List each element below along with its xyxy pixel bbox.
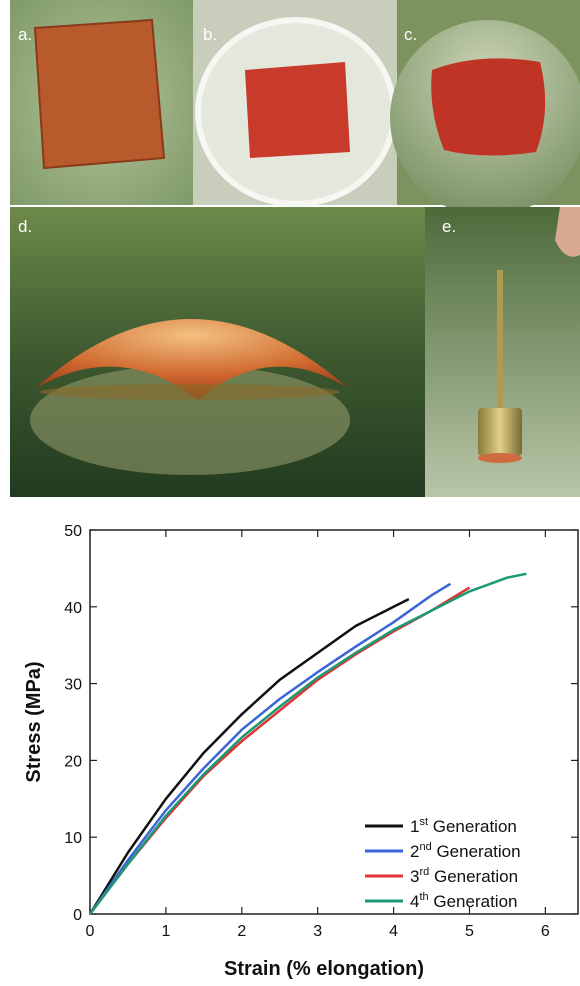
series-line [89,586,471,915]
photo-c: c. [390,0,580,216]
series-line [88,582,452,915]
photo-d: d. [10,207,425,497]
y-tick-label: 10 [64,830,82,847]
photo-e: e. [425,207,580,497]
series-line [89,572,527,915]
y-tick-label: 0 [73,907,82,924]
plot-frame [89,529,579,915]
x-tick-label: 1 [161,923,170,940]
legend-label: 3rd Generation [410,866,518,886]
y-tick-label: 30 [64,677,82,694]
y-axis-title: Stress (MPa) [23,661,45,782]
x-tick-label: 5 [465,923,474,940]
y-tick-label: 20 [64,753,82,770]
panel-label: a. [18,25,32,44]
photo-b: b. [193,0,397,207]
chart: 0 1 2 3 4 5 6 0 10 20 30 40 50 Strain (% elongation) S… [23,523,579,980]
photo-a: a. [10,0,193,205]
panel-label: e. [442,217,456,236]
y-tick-label: 40 [64,600,82,617]
x-tick-label: 0 [86,923,95,940]
x-axis-title: Strain (% elongation) [224,958,424,980]
y-tick-label: 50 [64,523,82,540]
x-tick-label: 4 [389,923,398,940]
legend-label: 4th Generation [410,891,518,911]
legend-label: 2nd Generation [410,841,521,861]
panel-label: d. [18,217,32,236]
legend-label: 1st Generation [410,816,517,836]
panel-label: b. [203,25,217,44]
series-line [88,597,410,915]
x-tick-label: 3 [313,923,322,940]
panel-label: c. [404,25,417,44]
x-tick-label: 2 [237,923,246,940]
x-tick-label: 6 [541,923,550,940]
